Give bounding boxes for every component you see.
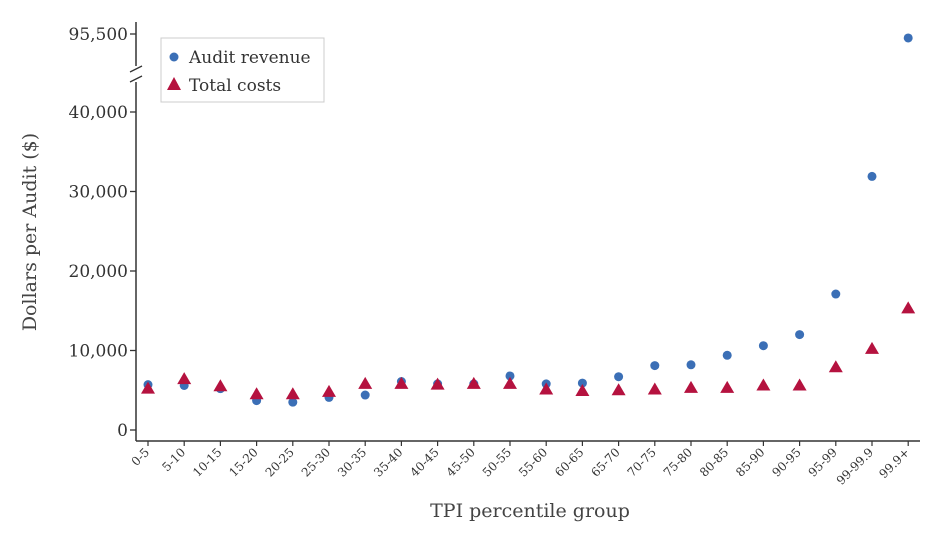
total-costs-point	[466, 376, 481, 389]
audit-revenue-point	[758, 341, 768, 351]
y-tick-label: 30,000	[69, 183, 128, 203]
audit-revenue-point	[577, 378, 587, 388]
x-tick-label: 70-75	[625, 445, 659, 479]
total-costs-point	[503, 376, 517, 389]
x-tick-label: 65-70	[588, 445, 622, 479]
total-costs-point	[213, 379, 228, 392]
total-costs-point	[865, 341, 879, 354]
legend-box	[160, 37, 325, 103]
total-costs-point	[285, 387, 300, 400]
x-tick-label: 35-40	[371, 445, 405, 479]
x-tick-label: 80-85	[697, 445, 731, 479]
y-axis: 0 10,000 20,000 30,000 40,000 95,500	[69, 22, 143, 441]
total-costs-point	[792, 378, 807, 391]
x-tick-label: 40-45	[407, 445, 441, 479]
audit-revenue-point	[795, 330, 805, 340]
total-costs-point	[575, 384, 590, 397]
y-tick-label: 95,500	[69, 25, 128, 45]
data-points	[141, 33, 916, 407]
legend-audit-revenue-marker	[169, 52, 179, 62]
audit-revenue-point	[360, 390, 370, 400]
audit-revenue-point	[505, 371, 515, 381]
audit-revenue-point	[650, 361, 660, 371]
y-axis-title: Dollars per Audit ($)	[19, 133, 41, 331]
audit-revenue-point	[686, 360, 696, 370]
y-tick-label: 10,000	[69, 342, 128, 362]
audit-revenue-point	[722, 350, 732, 360]
total-costs-point	[901, 301, 916, 314]
x-tick-label: 95-99	[806, 445, 840, 479]
x-tick-label: 10-15	[190, 445, 224, 479]
x-tick-label: 45-50	[444, 445, 478, 479]
audit-revenue-point	[288, 397, 298, 407]
x-tick-label: 20-25	[263, 445, 297, 479]
total-costs-point	[430, 377, 445, 390]
y-tick-label: 20,000	[69, 262, 128, 282]
y-axis-break-mark	[129, 75, 143, 83]
x-axis: 0-5 5-10 10-15 15-20 20-25 25-30 30-35 35-40 40-…	[129, 440, 920, 488]
x-tick-label: 85-90	[733, 445, 767, 479]
x-tick-label: 55-60	[516, 445, 550, 479]
x-tick-label: 90-95	[769, 445, 803, 479]
total-costs-point	[539, 382, 554, 395]
x-tick-label: 60-65	[552, 445, 586, 479]
x-axis-title: TPI percentile group	[430, 500, 630, 522]
legend-total-costs-marker	[167, 77, 181, 90]
total-costs-point	[756, 378, 771, 391]
y-axis-break-mark	[129, 65, 143, 73]
total-costs-point	[611, 383, 626, 396]
x-tick-label: 30-35	[335, 445, 369, 479]
x-tick-label: 5-10	[159, 445, 188, 474]
x-tick-label: 50-55	[480, 445, 514, 479]
x-tick-label: 99-99.9	[834, 445, 876, 487]
x-tick-label: 75-80	[661, 445, 695, 479]
audit-revenue-point	[831, 289, 841, 299]
total-costs-point	[249, 387, 264, 400]
legend-total-costs-label: Total costs	[189, 76, 281, 96]
audit-revenue-point	[867, 171, 877, 181]
total-costs-point	[141, 381, 155, 394]
x-tick-label: 99.9+	[876, 445, 912, 481]
total-costs-point	[720, 380, 735, 393]
legend-audit-revenue-label: Audit revenue	[188, 48, 311, 68]
audit-revenue-point	[903, 33, 913, 43]
audit-revenue-point	[614, 372, 624, 382]
total-costs-point	[177, 372, 192, 385]
total-costs-point	[358, 376, 373, 389]
x-tick-label: 25-30	[299, 445, 333, 479]
y-tick-label: 0	[117, 421, 128, 441]
x-tick-label: 0-5	[129, 445, 153, 469]
total-costs-point	[828, 360, 843, 373]
x-tick-label: 15-20	[226, 445, 260, 479]
y-tick-label: 40,000	[69, 103, 128, 123]
legend: Audit revenue Total costs	[160, 37, 325, 103]
total-costs-point	[684, 380, 698, 393]
total-costs-point	[647, 382, 662, 395]
total-costs-point	[322, 384, 336, 397]
total-costs-point	[394, 376, 409, 389]
